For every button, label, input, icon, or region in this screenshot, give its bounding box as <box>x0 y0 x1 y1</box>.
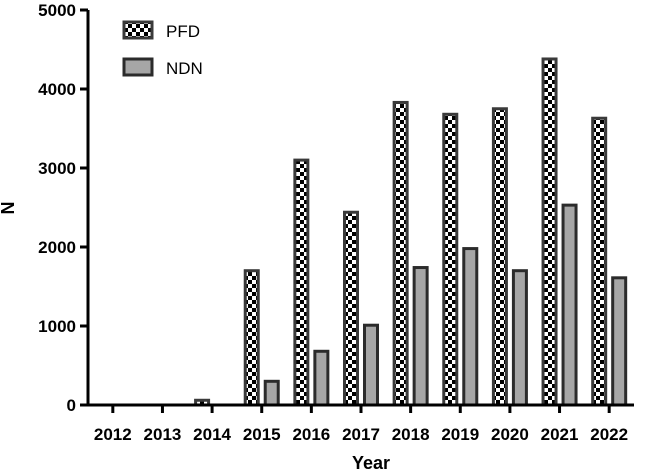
x-tick-label: 2019 <box>441 425 479 444</box>
x-tick-label: 2017 <box>342 425 380 444</box>
bar-ndn-2018 <box>412 266 429 407</box>
legend-label-ndn: NDN <box>166 59 203 78</box>
bar-pfd-2021 <box>541 57 558 407</box>
bar-ndn-2020 <box>511 269 528 407</box>
y-axis-title: N <box>0 202 18 215</box>
bar-pfd-2016 <box>293 158 310 407</box>
bar-ndn-2019 <box>462 247 479 407</box>
y-tick-label: 4000 <box>38 80 76 99</box>
bar-ndn-2015 <box>263 379 280 407</box>
x-tick-label: 2018 <box>392 425 430 444</box>
bar-ndn-2016 <box>313 349 330 407</box>
y-tick-label: 5000 <box>38 1 76 20</box>
legend-swatch-pfd <box>122 20 154 40</box>
bar-pfd-2019 <box>442 112 459 407</box>
bar-ndn-2022 <box>611 276 628 407</box>
plot-area <box>194 57 628 407</box>
bar-pfd-2020 <box>491 107 508 407</box>
x-tick-label: 2012 <box>94 425 132 444</box>
x-tick-label: 2014 <box>193 425 231 444</box>
x-axis-ticks: 2012 2013 2014 2015 2016 2017 2018 2019 2020 2021… <box>94 405 628 444</box>
x-tick-label: 2016 <box>292 425 330 444</box>
bar-pfd-2015 <box>243 269 260 407</box>
bar-pfd-2018 <box>392 100 409 407</box>
x-tick-label: 2020 <box>491 425 529 444</box>
x-tick-label: 2022 <box>590 425 628 444</box>
legend-swatch-ndn <box>122 57 154 77</box>
bar-ndn-2021 <box>561 203 578 407</box>
y-tick-label: 3000 <box>38 159 76 178</box>
bar-pfd-2022 <box>591 116 608 407</box>
x-tick-label: 2021 <box>541 425 579 444</box>
legend-label-pfd: PFD <box>166 22 200 41</box>
y-tick-label: 0 <box>67 396 76 415</box>
x-tick-label: 2013 <box>144 425 182 444</box>
x-tick-label: 2015 <box>243 425 281 444</box>
x-axis-title: Year <box>352 453 390 473</box>
y-tick-label: 1000 <box>38 317 76 336</box>
bar-ndn-2017 <box>363 323 379 407</box>
y-tick-label: 2000 <box>38 238 76 257</box>
bar-pfd-2017 <box>343 210 359 407</box>
legend: PFD NDN <box>122 20 203 78</box>
y-axis-ticks: 0 1000 2000 3000 4000 5000 <box>38 1 88 415</box>
